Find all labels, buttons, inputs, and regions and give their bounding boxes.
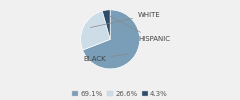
Legend: 69.1%, 26.6%, 4.3%: 69.1%, 26.6%, 4.3% <box>72 90 168 96</box>
Text: WHITE: WHITE <box>90 12 161 28</box>
Wedge shape <box>102 10 110 39</box>
Wedge shape <box>81 11 110 50</box>
Wedge shape <box>83 10 140 69</box>
Text: HISPANIC: HISPANIC <box>109 16 170 42</box>
Text: BLACK: BLACK <box>83 54 128 62</box>
